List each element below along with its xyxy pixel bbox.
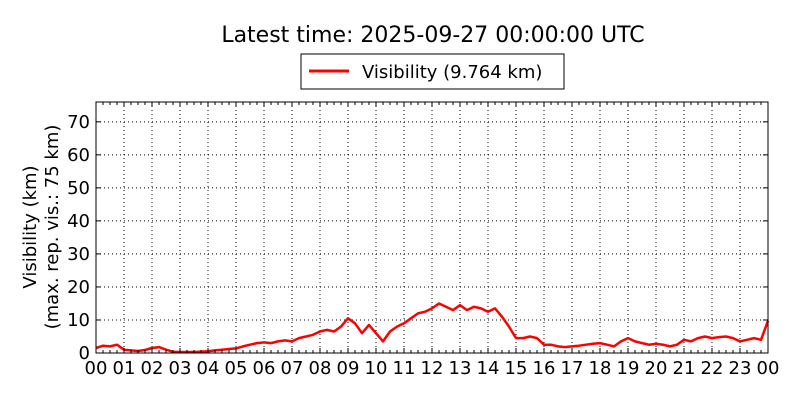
x-tick-label: 06: [253, 358, 276, 379]
legend: Visibility (9.764 km): [300, 53, 565, 90]
y-tick-label: 70: [67, 112, 90, 133]
legend-label: Visibility (9.764 km): [362, 62, 542, 83]
x-tick-labels: 00 01 02 03 04 05 06 07 08 09 10 11 12 13 14 15 16 17 18 19…: [85, 358, 780, 379]
x-tick-label: 02: [141, 358, 164, 379]
series-layer: [95, 302, 770, 354]
axis-ticks: [95, 102, 769, 354]
x-tick-label: 15: [505, 358, 528, 379]
x-tick-label: 16: [533, 358, 556, 379]
y-tick-label: 0: [79, 343, 90, 364]
y-tick-label: 40: [67, 211, 90, 232]
grid-lines: [96, 102, 768, 354]
x-tick-label: 17: [561, 358, 584, 379]
x-tick-label: 04: [197, 358, 220, 379]
x-tick-label: 00: [85, 358, 108, 379]
chart-title: Latest time: 2025-09-27 00:00:00 UTC: [221, 23, 644, 48]
x-tick-label: 08: [309, 358, 332, 379]
y-axis-label-line1: Visibility (km): [20, 165, 41, 288]
x-tick-label: 18: [589, 358, 612, 379]
x-tick-label: 01: [113, 358, 136, 379]
x-tick-label: 03: [169, 358, 192, 379]
x-tick-label: 07: [281, 358, 304, 379]
y-tick-label: 50: [67, 178, 90, 199]
x-tick-label: 00: [757, 358, 780, 379]
x-tick-label: 23: [729, 358, 752, 379]
x-tick-label: 09: [337, 358, 360, 379]
x-tick-label: 22: [701, 358, 724, 379]
x-tick-label: 20: [645, 358, 668, 379]
x-tick-label: 11: [393, 358, 416, 379]
y-tick-label: 30: [67, 244, 90, 265]
y-tick-label: 20: [67, 277, 90, 298]
y-tick-label: 10: [67, 310, 90, 331]
x-tick-label: 05: [225, 358, 248, 379]
x-tick-label: 14: [477, 358, 500, 379]
x-tick-label: 21: [673, 358, 696, 379]
y-axis-label-line2: (max. rep. vis.: 75 km): [42, 125, 63, 330]
y-axis-label: Visibility (km) (max. rep. vis.: 75 km): [20, 125, 63, 330]
x-tick-label: 12: [421, 358, 444, 379]
plot-frame: [95, 101, 769, 354]
x-tick-label: 19: [617, 358, 640, 379]
y-tick-labels: 0 10 20 30 40 50 60 70: [67, 112, 90, 364]
visibility-series-line: [95, 302, 770, 354]
x-tick-label: 13: [449, 358, 472, 379]
x-tick-label: 10: [365, 358, 388, 379]
y-tick-label: 60: [67, 145, 90, 166]
